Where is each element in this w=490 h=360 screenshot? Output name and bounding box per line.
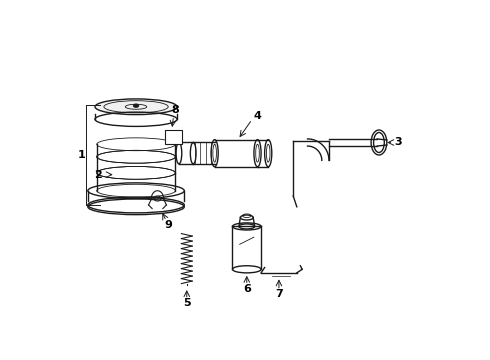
Text: 1: 1 (77, 150, 85, 160)
Text: 5: 5 (183, 298, 191, 308)
Text: 3: 3 (394, 138, 402, 148)
Text: 9: 9 (164, 220, 172, 230)
Text: 8: 8 (172, 105, 179, 115)
Text: 2: 2 (95, 170, 102, 180)
Text: 6: 6 (243, 284, 251, 294)
Text: 7: 7 (275, 289, 283, 299)
Bar (165, 130, 182, 144)
Ellipse shape (133, 104, 139, 108)
Text: 4: 4 (253, 111, 262, 121)
Ellipse shape (95, 99, 177, 114)
